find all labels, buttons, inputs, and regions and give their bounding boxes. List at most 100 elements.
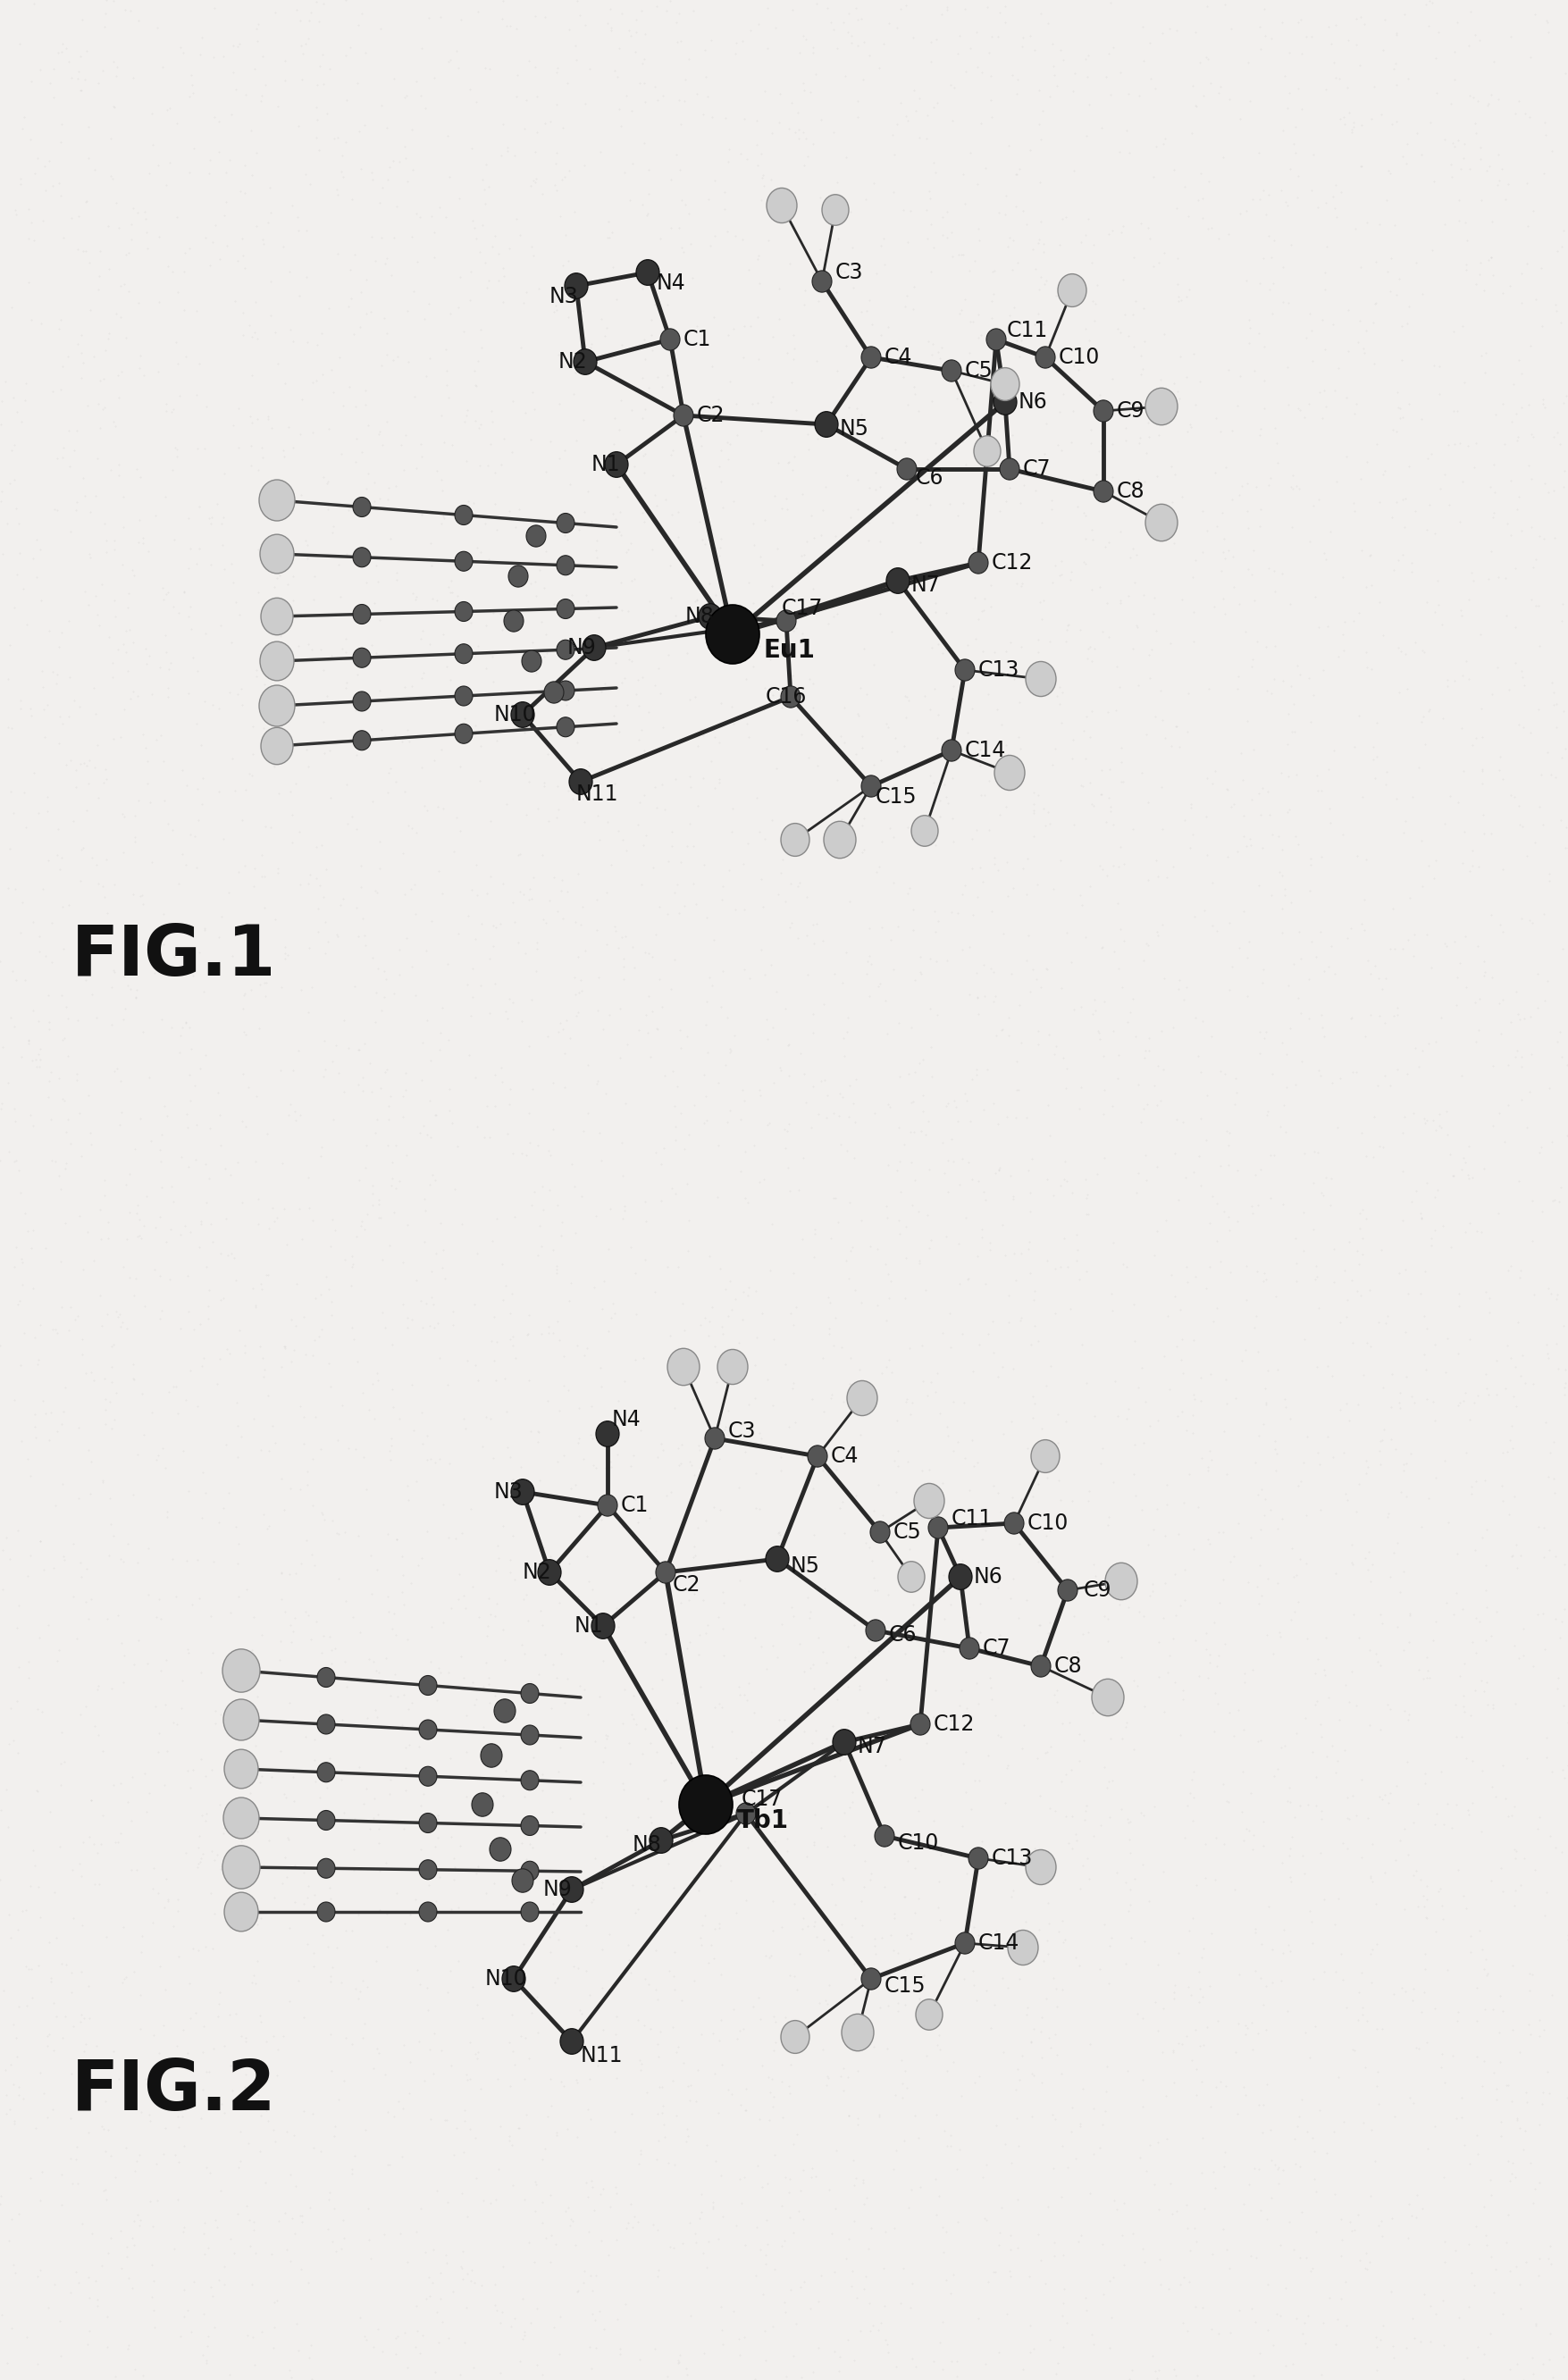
Point — [16, 1211, 41, 1250]
Point — [538, 716, 563, 754]
Point — [307, 631, 332, 669]
Point — [996, 1304, 1021, 1342]
Point — [273, 1328, 298, 1366]
Point — [604, 2173, 629, 2211]
Point — [1174, 1787, 1200, 1825]
Point — [1475, 559, 1501, 597]
Point — [1036, 2018, 1062, 2056]
Point — [1210, 2211, 1236, 2249]
Point — [488, 2304, 513, 2342]
Point — [696, 959, 721, 997]
Point — [1535, 2342, 1560, 2380]
Point — [666, 150, 691, 188]
Point — [1278, 1399, 1303, 1438]
Point — [320, 514, 345, 552]
Point — [516, 1123, 541, 1161]
Point — [1330, 616, 1355, 654]
Point — [944, 378, 969, 416]
Point — [434, 1366, 459, 1404]
Point — [1007, 731, 1032, 769]
Point — [16, 1021, 41, 1059]
Point — [960, 528, 985, 566]
Point — [1251, 328, 1276, 367]
Point — [814, 1787, 839, 1825]
Point — [146, 1714, 171, 1752]
Point — [118, 0, 143, 29]
Point — [776, 1409, 801, 1447]
Point — [196, 2052, 221, 2090]
Point — [1278, 1830, 1303, 1868]
Point — [362, 583, 387, 621]
Point — [1320, 305, 1345, 343]
Point — [866, 50, 891, 88]
Point — [67, 38, 93, 76]
Point — [743, 1271, 768, 1309]
Point — [996, 1747, 1021, 1785]
Point — [555, 1371, 580, 1409]
Point — [516, 764, 541, 802]
Point — [1069, 462, 1094, 500]
Point — [47, 2301, 72, 2340]
Point — [198, 1597, 223, 1635]
Point — [262, 1202, 287, 1240]
Point — [245, 133, 270, 171]
Point — [775, 1150, 800, 1188]
Point — [1483, 1592, 1508, 1630]
Point — [463, 209, 488, 248]
Point — [875, 1147, 900, 1185]
Point — [448, 2173, 474, 2211]
Point — [99, 157, 124, 195]
Point — [1163, 1328, 1189, 1366]
Point — [75, 2259, 100, 2297]
Point — [1502, 1685, 1527, 1723]
Point — [1071, 1802, 1096, 1840]
Point — [898, 774, 924, 812]
Point — [118, 205, 143, 243]
Point — [715, 1392, 740, 1430]
Point — [563, 976, 588, 1014]
Point — [1432, 804, 1457, 843]
Point — [248, 1764, 273, 1802]
Point — [1339, 2030, 1364, 2068]
Point — [19, 300, 44, 338]
Point — [524, 1925, 549, 1963]
Point — [1040, 2149, 1065, 2187]
Point — [633, 198, 659, 236]
Point — [665, 1778, 690, 1816]
Point — [241, 1878, 267, 1916]
Point — [1446, 1383, 1471, 1421]
Point — [610, 821, 635, 859]
Point — [1129, 2087, 1154, 2125]
Point — [510, 283, 535, 321]
Point — [14, 605, 39, 643]
Point — [1076, 86, 1101, 124]
Point — [861, 2009, 886, 2047]
Point — [1245, 1188, 1270, 1226]
Point — [502, 2047, 527, 2085]
Point — [50, 438, 75, 476]
Point — [588, 750, 613, 788]
Point — [53, 1145, 78, 1183]
Point — [1289, 2313, 1314, 2351]
Point — [1074, 1840, 1099, 1878]
Point — [1082, 1397, 1107, 1435]
Point — [129, 1916, 154, 1954]
Point — [226, 852, 251, 890]
Point — [249, 857, 274, 895]
Point — [1449, 657, 1474, 695]
Point — [1019, 1478, 1044, 1516]
Point — [144, 1440, 169, 1478]
Point — [1148, 362, 1173, 400]
Point — [980, 1302, 1005, 1340]
Point — [775, 1026, 800, 1064]
Point — [132, 193, 157, 231]
Point — [898, 2263, 924, 2301]
Point — [317, 731, 342, 769]
Point — [800, 1645, 825, 1683]
Point — [541, 859, 566, 897]
Point — [723, 36, 748, 74]
Point — [96, 319, 121, 357]
Point — [262, 2282, 287, 2320]
Ellipse shape — [886, 569, 909, 593]
Point — [28, 1899, 53, 1937]
